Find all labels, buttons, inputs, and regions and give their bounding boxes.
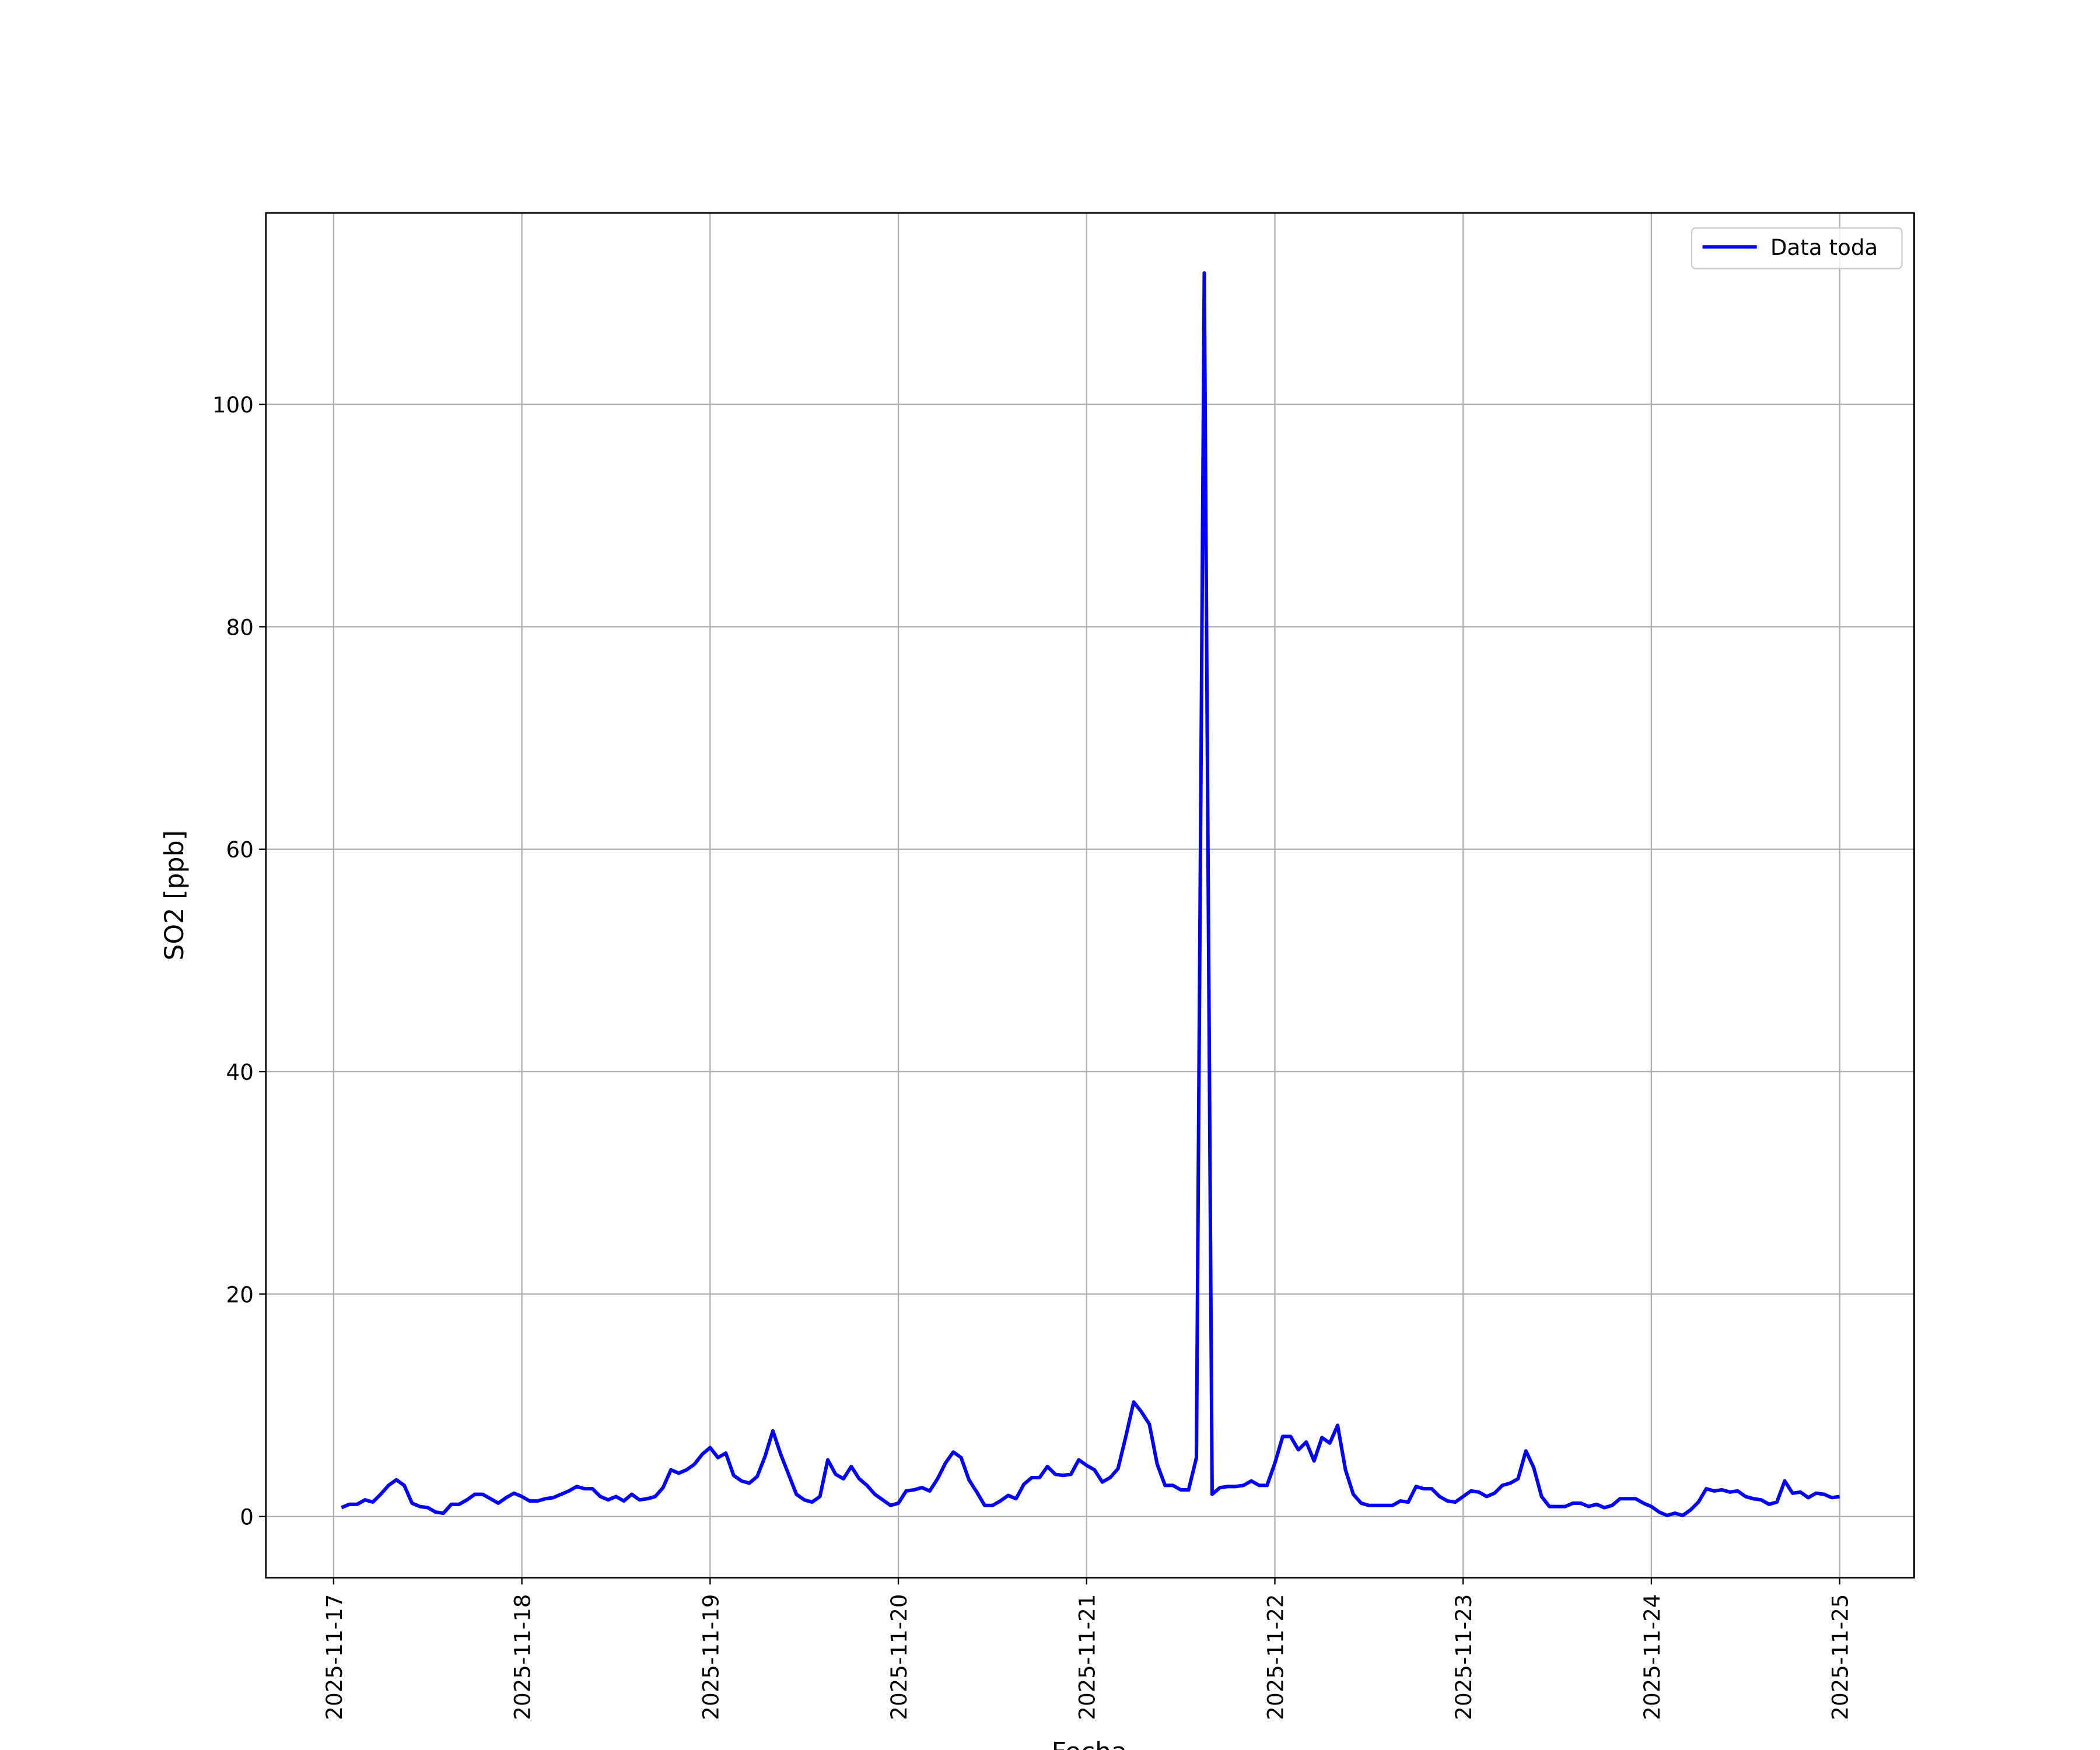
x-tick-label: 2025-11-22 xyxy=(1262,1594,1288,1720)
data-line xyxy=(341,271,1840,1517)
x-tick-label: 2025-11-20 xyxy=(886,1594,912,1720)
y-tick-label: 40 xyxy=(226,1059,254,1085)
x-tick-label: 2025-11-25 xyxy=(1828,1594,1853,1720)
y-tick-label: 0 xyxy=(240,1504,254,1530)
y-tick-label: 100 xyxy=(212,392,254,418)
legend: Data toda xyxy=(1690,227,1903,270)
y-axis-label: SO2 [ppb] xyxy=(160,830,190,961)
legend-label: Data toda xyxy=(1770,235,1878,260)
grid xyxy=(265,213,1915,1578)
ticks: 0 20 40 60 80 100 2025-11-17 2025-11-18 2025-11-… xyxy=(212,392,1853,1720)
x-tick-label: 2025-11-18 xyxy=(510,1594,536,1720)
x-tick-label: 2025-11-21 xyxy=(1074,1594,1100,1720)
legend-box xyxy=(1690,227,1903,270)
x-tick-label: 2025-11-19 xyxy=(698,1594,723,1720)
x-tick-label: 2025-11-23 xyxy=(1451,1594,1476,1720)
y-tick-label: 60 xyxy=(226,837,254,863)
axes-frame xyxy=(265,212,1915,1579)
x-tick-label: 2025-11-24 xyxy=(1639,1594,1665,1720)
y-tick-label: 20 xyxy=(226,1282,254,1307)
y-tick-label: 80 xyxy=(226,614,254,640)
x-axis-label: Fecha xyxy=(1052,1738,1128,1750)
plot-area xyxy=(341,271,1840,1517)
x-tick-label: 2025-11-17 xyxy=(321,1594,347,1720)
